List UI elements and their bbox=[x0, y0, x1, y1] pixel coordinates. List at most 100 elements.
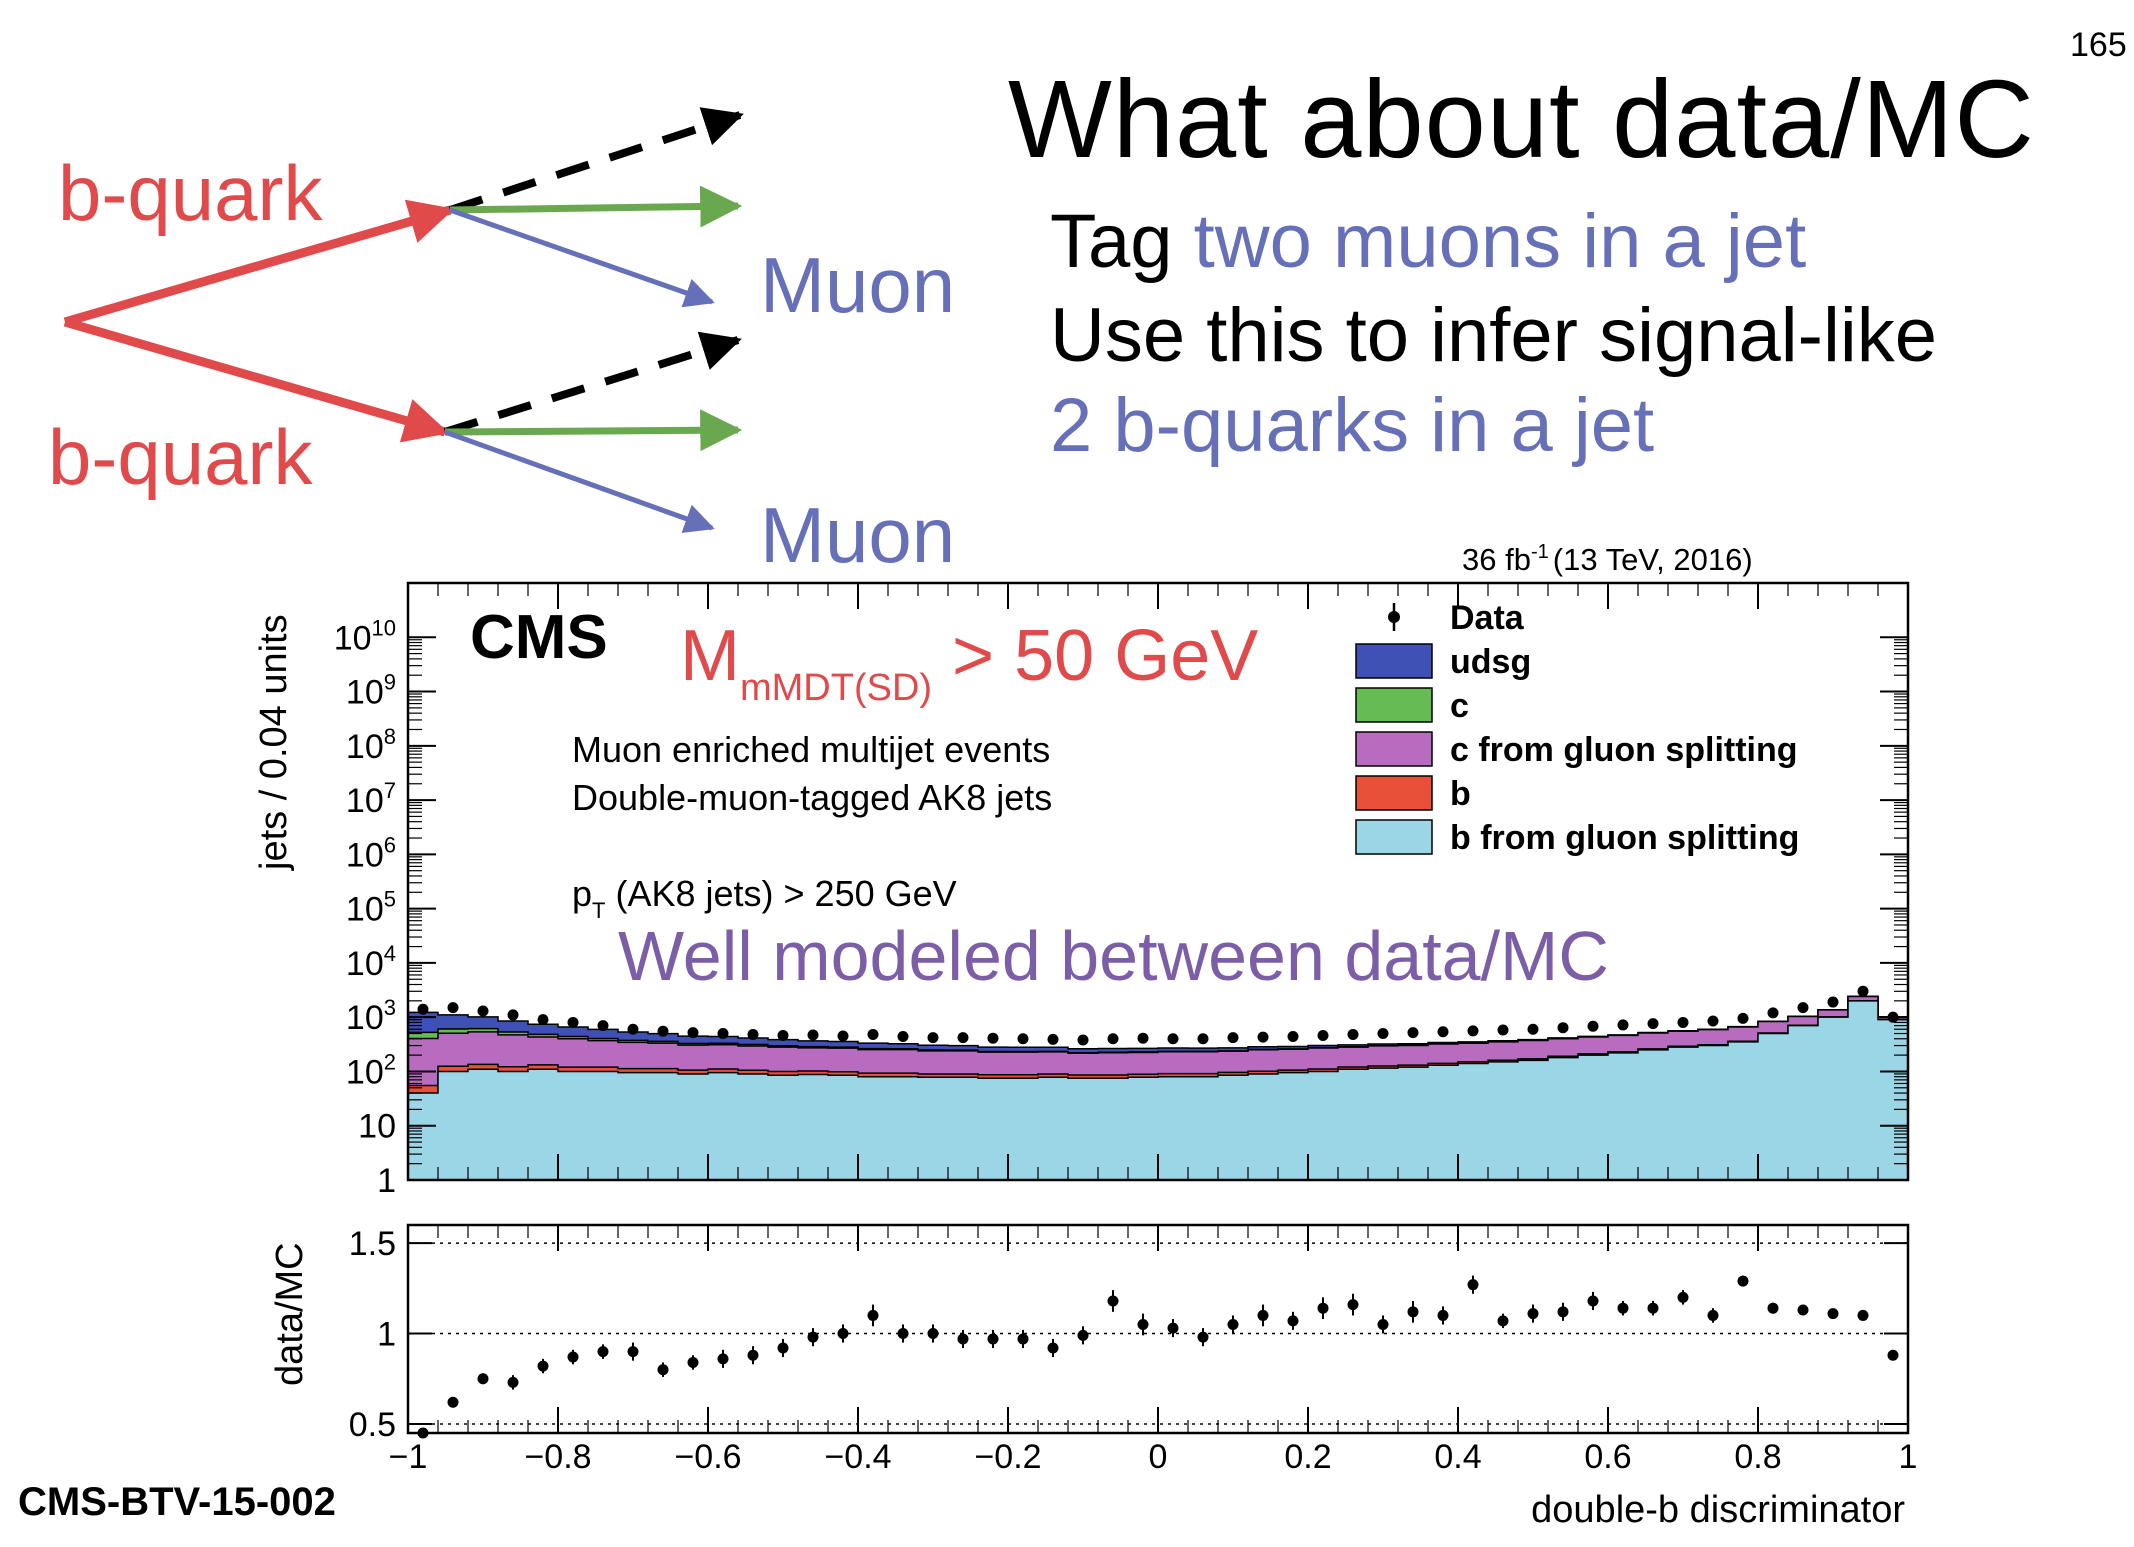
data-point bbox=[1647, 1018, 1659, 1030]
ratio-point bbox=[1677, 1291, 1689, 1303]
legend-swatch bbox=[1355, 775, 1433, 811]
green-line-bottom bbox=[444, 409, 743, 452]
y-tick-exponent: 6 bbox=[384, 832, 396, 857]
ratio-point bbox=[867, 1309, 879, 1321]
ratio-point bbox=[987, 1333, 999, 1345]
pt-cut-rest: (AK8 jets) > 250 GeV bbox=[605, 873, 956, 914]
pt-cut-main: p bbox=[572, 873, 592, 914]
quark-label-bottom: b-quark bbox=[48, 413, 313, 501]
data-point bbox=[987, 1032, 999, 1044]
stacked-histogram bbox=[407, 995, 1909, 1181]
data-point bbox=[1227, 1032, 1239, 1044]
muon-line-bottom bbox=[444, 429, 715, 533]
data-point bbox=[1557, 1022, 1569, 1034]
bullet-line-2: Use this to infer signal-like bbox=[1050, 293, 1938, 378]
ratio-y-tick-label: 0.5 bbox=[349, 1406, 396, 1444]
bullet-line-1: Tag two muons in a jet bbox=[1050, 198, 1806, 285]
data-point bbox=[927, 1032, 939, 1044]
data-point bbox=[867, 1028, 879, 1040]
ratio-point bbox=[627, 1346, 639, 1358]
ratio-panel-frame bbox=[406, 1223, 1910, 1435]
y-tick-label: 1010 bbox=[334, 615, 396, 657]
y-axis-label: jets / 0.04 units bbox=[253, 614, 295, 871]
ratio-point bbox=[897, 1328, 909, 1340]
ratio-point bbox=[777, 1342, 789, 1354]
legend-swatch bbox=[1355, 643, 1433, 679]
legend-label: c from gluon splitting bbox=[1450, 731, 1798, 769]
ratio-point bbox=[597, 1346, 609, 1358]
y-tick-base: 10 bbox=[346, 1053, 384, 1091]
legend-swatch bbox=[1355, 731, 1433, 767]
data-point bbox=[567, 1016, 579, 1028]
cms-reference: CMS-BTV-15-002 bbox=[18, 1480, 336, 1524]
ratio-point bbox=[1617, 1302, 1629, 1314]
data-point bbox=[1107, 1033, 1119, 1045]
page-number: 165 bbox=[2070, 26, 2127, 64]
ratio-point bbox=[1137, 1318, 1149, 1330]
y-tick-label: 102 bbox=[346, 1049, 396, 1091]
legend-label: b from gluon splitting bbox=[1450, 819, 1799, 857]
chart-text: 36 fb-1 (13 TeV, 2016) CMS MmMDT(SD) > 50… bbox=[253, 541, 1905, 1531]
ratio-point bbox=[1707, 1309, 1719, 1321]
ratio-point bbox=[1887, 1349, 1899, 1361]
data-point bbox=[1827, 996, 1839, 1008]
data-markers bbox=[417, 985, 1899, 1046]
luminosity-label: 36 fb-1 (13 TeV, 2016) bbox=[1462, 541, 1753, 577]
y-tick-exponent: 10 bbox=[372, 615, 396, 640]
green-line-top bbox=[449, 185, 743, 228]
data-point bbox=[477, 1005, 489, 1017]
ratio-point bbox=[1227, 1318, 1239, 1330]
quark-label-top: b-quark bbox=[58, 149, 323, 237]
ratio-point bbox=[1467, 1279, 1479, 1291]
data-point bbox=[1137, 1032, 1149, 1044]
y-tick-base: 10 bbox=[346, 728, 384, 766]
decay-diagram bbox=[63, 107, 744, 533]
ratio-point bbox=[1767, 1302, 1779, 1314]
x-tick-label: −0.2 bbox=[974, 1438, 1041, 1476]
ratio-point bbox=[1197, 1331, 1209, 1343]
annotation-line-1: Muon enriched multijet events bbox=[572, 729, 1050, 770]
overlay-text: Well modeled between data/MC bbox=[618, 917, 1609, 995]
ratio-point bbox=[927, 1328, 939, 1340]
mass-cut-main: M bbox=[680, 616, 740, 696]
data-point bbox=[597, 1020, 609, 1032]
ratio-point bbox=[1077, 1329, 1089, 1341]
ratio-point bbox=[1377, 1318, 1389, 1330]
legend-marker bbox=[1388, 611, 1400, 623]
data-point bbox=[717, 1028, 729, 1040]
y-tick-label: 103 bbox=[346, 995, 396, 1037]
legend-swatch bbox=[1355, 819, 1433, 855]
y-tick-label: 1 bbox=[377, 1162, 396, 1200]
muon-label-top: Muon bbox=[760, 241, 956, 329]
bullet-line-1-prefix: Tag bbox=[1050, 199, 1194, 284]
y-tick-label: 106 bbox=[346, 832, 396, 874]
y-tick-exponent: 4 bbox=[384, 941, 396, 966]
y-tick-exponent: 8 bbox=[384, 724, 396, 749]
data-point bbox=[747, 1028, 759, 1040]
data-point bbox=[1587, 1020, 1599, 1032]
x-tick-label: 0.2 bbox=[1284, 1438, 1331, 1476]
x-tick-label: 0 bbox=[1149, 1438, 1168, 1476]
legend-label: Data bbox=[1450, 599, 1525, 637]
mass-cut-sub: mMDT(SD) bbox=[740, 667, 932, 709]
legend: Data udsg c c from gluon splitting b b from g… bbox=[1355, 599, 1799, 857]
ratio-point bbox=[1647, 1302, 1659, 1314]
legend-label: b bbox=[1450, 775, 1471, 813]
ratio-point bbox=[1557, 1306, 1569, 1318]
data-point bbox=[1737, 1012, 1749, 1024]
ratio-markers bbox=[417, 1275, 1899, 1439]
ratio-point bbox=[837, 1328, 849, 1340]
y-tick-base: 10 bbox=[334, 619, 372, 657]
y-tick-label: 105 bbox=[346, 887, 396, 929]
legend-label: c bbox=[1450, 687, 1469, 725]
legend-label: udsg bbox=[1450, 643, 1531, 681]
lumi-value: 36 fb bbox=[1462, 542, 1531, 577]
ratio-point bbox=[1437, 1309, 1449, 1321]
ratio-point bbox=[1407, 1306, 1419, 1318]
ratio-point bbox=[1287, 1315, 1299, 1327]
ratio-point bbox=[657, 1364, 669, 1376]
y-tick-label: 104 bbox=[346, 941, 396, 983]
x-tick-label: −1 bbox=[389, 1438, 428, 1476]
